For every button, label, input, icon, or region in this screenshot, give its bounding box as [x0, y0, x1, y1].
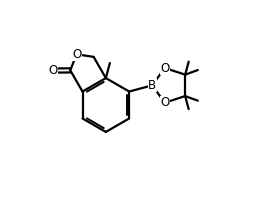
- Text: O: O: [72, 48, 81, 61]
- Text: O: O: [160, 62, 169, 75]
- Text: O: O: [160, 96, 169, 109]
- Text: O: O: [48, 64, 57, 77]
- Text: B: B: [148, 79, 156, 92]
